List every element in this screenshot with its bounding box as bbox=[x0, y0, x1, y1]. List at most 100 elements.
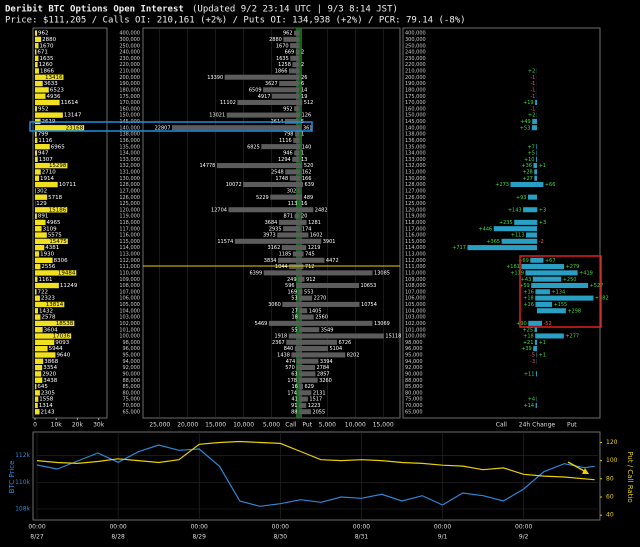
strike-label: 94,000 bbox=[405, 359, 423, 365]
value-label: 512 bbox=[304, 100, 314, 106]
bar bbox=[35, 112, 63, 118]
bar bbox=[290, 55, 300, 61]
bar bbox=[261, 144, 300, 150]
value-label: 13069 bbox=[374, 321, 390, 327]
strike-label: 88,000 bbox=[123, 378, 141, 384]
value-label: 520 bbox=[304, 163, 314, 169]
strike-label: 107,000 bbox=[405, 289, 426, 295]
bar bbox=[523, 207, 537, 213]
value-label: 18 bbox=[291, 315, 297, 321]
value-label: 13814 bbox=[46, 302, 64, 308]
strike-label: 110,000 bbox=[405, 270, 426, 276]
bar bbox=[535, 402, 537, 408]
bar bbox=[35, 43, 39, 49]
value-label: 174 bbox=[302, 226, 312, 232]
value-label: 3684 bbox=[265, 220, 278, 226]
bar bbox=[292, 62, 300, 68]
value-label: 6726 bbox=[339, 340, 352, 346]
value-label: 1260 bbox=[39, 62, 53, 68]
strike-label: 136,000 bbox=[119, 138, 140, 144]
value-label: +18 bbox=[523, 296, 534, 302]
value-label: 169 bbox=[287, 289, 297, 295]
bar bbox=[299, 219, 307, 225]
value-label: 629 bbox=[304, 384, 314, 390]
bar bbox=[35, 402, 38, 409]
bar bbox=[536, 289, 550, 295]
strike-label: 90,000 bbox=[405, 371, 423, 377]
value-label: 5469 bbox=[255, 321, 268, 327]
strike-label: 175,000 bbox=[119, 94, 140, 100]
strike-label: 101,000 bbox=[405, 327, 426, 333]
value-label: 8202 bbox=[347, 353, 360, 359]
strike-label: 125,000 bbox=[119, 201, 140, 207]
bar bbox=[35, 213, 37, 219]
bar bbox=[277, 232, 300, 238]
strike-label: 92,000 bbox=[123, 365, 141, 371]
strike-label: 128,000 bbox=[405, 182, 426, 188]
value-label: -2 bbox=[539, 239, 544, 245]
strike-label: 70,000 bbox=[405, 403, 423, 409]
value-label: 2 bbox=[301, 50, 304, 56]
bar bbox=[299, 346, 328, 352]
value-label: 249 bbox=[287, 277, 297, 283]
value-label: 1185 bbox=[279, 252, 292, 258]
value-label: 799 bbox=[38, 132, 49, 138]
bar bbox=[536, 320, 543, 326]
value-label: -1 bbox=[530, 87, 535, 93]
bar bbox=[294, 150, 300, 156]
strike-label: 116,000 bbox=[405, 233, 426, 239]
bar bbox=[299, 352, 346, 358]
strike-label: 90,000 bbox=[123, 371, 141, 377]
bar bbox=[536, 270, 578, 276]
value-label: +2 bbox=[528, 113, 535, 119]
bar bbox=[295, 49, 300, 55]
value-label: 669 bbox=[285, 50, 295, 56]
value-label: +273 bbox=[495, 182, 509, 188]
bar bbox=[536, 301, 552, 307]
bar bbox=[35, 282, 59, 289]
highlight-box bbox=[519, 255, 602, 328]
value-label: 2880 bbox=[42, 37, 56, 43]
value-label: 871 bbox=[284, 214, 294, 220]
value-label: +18 bbox=[523, 334, 534, 340]
value-label: 2935 bbox=[269, 226, 282, 232]
value-label: 302 bbox=[287, 188, 297, 194]
bar bbox=[530, 257, 537, 263]
strike-label: 98,000 bbox=[405, 340, 423, 346]
bar bbox=[35, 320, 75, 327]
value-label: +53 bbox=[520, 125, 531, 131]
strike-label: 300,000 bbox=[405, 37, 426, 43]
strike-label: 230,000 bbox=[119, 56, 140, 62]
value-label: 1914 bbox=[40, 176, 54, 182]
bar bbox=[299, 238, 322, 244]
strike-label: 101,000 bbox=[119, 327, 140, 333]
strike-label: 102,000 bbox=[405, 321, 426, 327]
value-label: 489 bbox=[304, 195, 314, 201]
value-label: 19484 bbox=[58, 270, 76, 276]
value-label: 5104 bbox=[329, 346, 342, 352]
bar bbox=[534, 339, 537, 345]
bar bbox=[536, 295, 594, 301]
bar bbox=[282, 301, 300, 307]
strike-label: 106,000 bbox=[119, 296, 140, 302]
bar bbox=[35, 150, 38, 156]
bar bbox=[35, 232, 47, 238]
bar bbox=[35, 295, 40, 301]
bar bbox=[535, 333, 537, 339]
strike-label: 150,000 bbox=[119, 113, 140, 119]
value-label: 3162 bbox=[268, 245, 281, 251]
strike-label: 100,000 bbox=[119, 334, 140, 340]
value-label: +14 bbox=[524, 403, 535, 409]
value-label: 166 bbox=[302, 176, 312, 182]
value-label: 2367 bbox=[272, 340, 285, 346]
x-tick-label: 00:00 bbox=[353, 524, 370, 531]
bar bbox=[35, 301, 65, 308]
value-label: 1294 bbox=[278, 157, 291, 163]
strike-label: 220,000 bbox=[405, 62, 426, 68]
value-label: 178 bbox=[287, 378, 297, 384]
value-label: 10653 bbox=[360, 283, 376, 289]
bar bbox=[299, 396, 308, 402]
strike-label: 105,000 bbox=[119, 302, 140, 308]
value-label: 2 bbox=[301, 62, 304, 68]
value-label: +1 bbox=[539, 353, 546, 359]
